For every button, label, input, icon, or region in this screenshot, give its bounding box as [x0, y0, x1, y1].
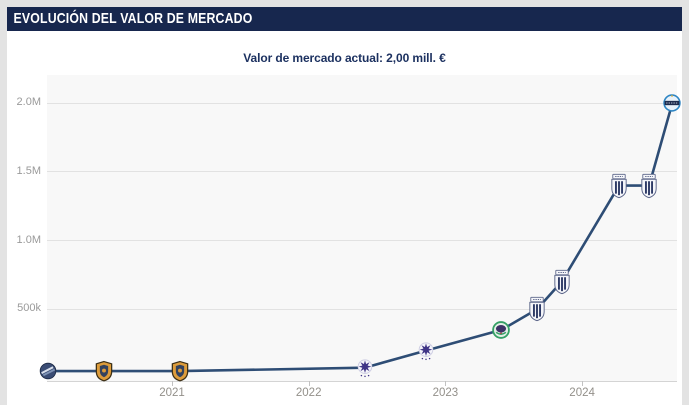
chart-point-8[interactable] [551, 269, 572, 294]
x-axis-line [47, 381, 677, 382]
current-market-value: Valor de mercado actual: 2,00 mill. € [243, 51, 446, 65]
navy-striped-shield-crest-icon [609, 173, 630, 198]
x-axis-label: 2023 [432, 387, 459, 399]
x-axis-tick [308, 381, 310, 386]
circle-green-crest-icon [492, 321, 511, 339]
y-axis-label: 500k [17, 302, 41, 315]
card-header: EVOLUCIÓN DEL VALOR DE MERCADO [7, 7, 682, 31]
chart-point-1[interactable] [39, 362, 56, 380]
x-axis-tick [582, 381, 584, 386]
navy-striped-shield-crest-icon [527, 297, 548, 322]
x-axis-label: 2024 [569, 387, 595, 399]
y-axis-label: 2.0M [16, 96, 41, 109]
star-purple-crest-icon [356, 358, 374, 377]
x-axis-label: 2022 [295, 387, 322, 399]
x-axis-label: 2021 [159, 387, 185, 399]
navy-striped-shield-crest-icon [551, 269, 572, 294]
navy-striped-shield-crest-icon [639, 173, 660, 198]
y-axis-label: 1.0M [16, 233, 41, 246]
circle-navy-crest-icon [39, 362, 56, 380]
market-value-chart: 500k 1.0M 1.5M 2.0M 2021 2022 2023 2024 [7, 7, 682, 405]
market-value-card: EVOLUCIÓN DEL VALOR DE MERCADO Valor de … [7, 7, 682, 405]
x-axis-tick [172, 381, 173, 386]
chart-point-11[interactable] [663, 94, 682, 112]
plot-area [47, 75, 677, 381]
chart-point-3[interactable] [171, 360, 189, 382]
chart-point-6[interactable] [492, 321, 511, 339]
chart-point-10[interactable] [639, 173, 660, 198]
y-gridline [47, 102, 677, 104]
chart-point-7[interactable] [527, 297, 548, 322]
y-gridline [47, 171, 677, 173]
star-purple-crest-icon [417, 341, 435, 360]
y-gridline [47, 240, 677, 242]
shield-orange-crest-icon [171, 360, 189, 382]
chart-point-9[interactable] [609, 173, 630, 198]
chart-point-4[interactable] [356, 358, 374, 377]
x-axis-tick [445, 381, 447, 386]
y-gridline [47, 308, 677, 310]
chart-point-5[interactable] [417, 341, 435, 360]
card-title: EVOLUCIÓN DEL VALOR DE MERCADO [13, 10, 253, 27]
chart-point-2[interactable] [95, 360, 113, 382]
circle-blue-crest-icon [663, 94, 682, 112]
y-axis-label: 1.5M [16, 164, 41, 177]
shield-orange-crest-icon [95, 360, 113, 382]
